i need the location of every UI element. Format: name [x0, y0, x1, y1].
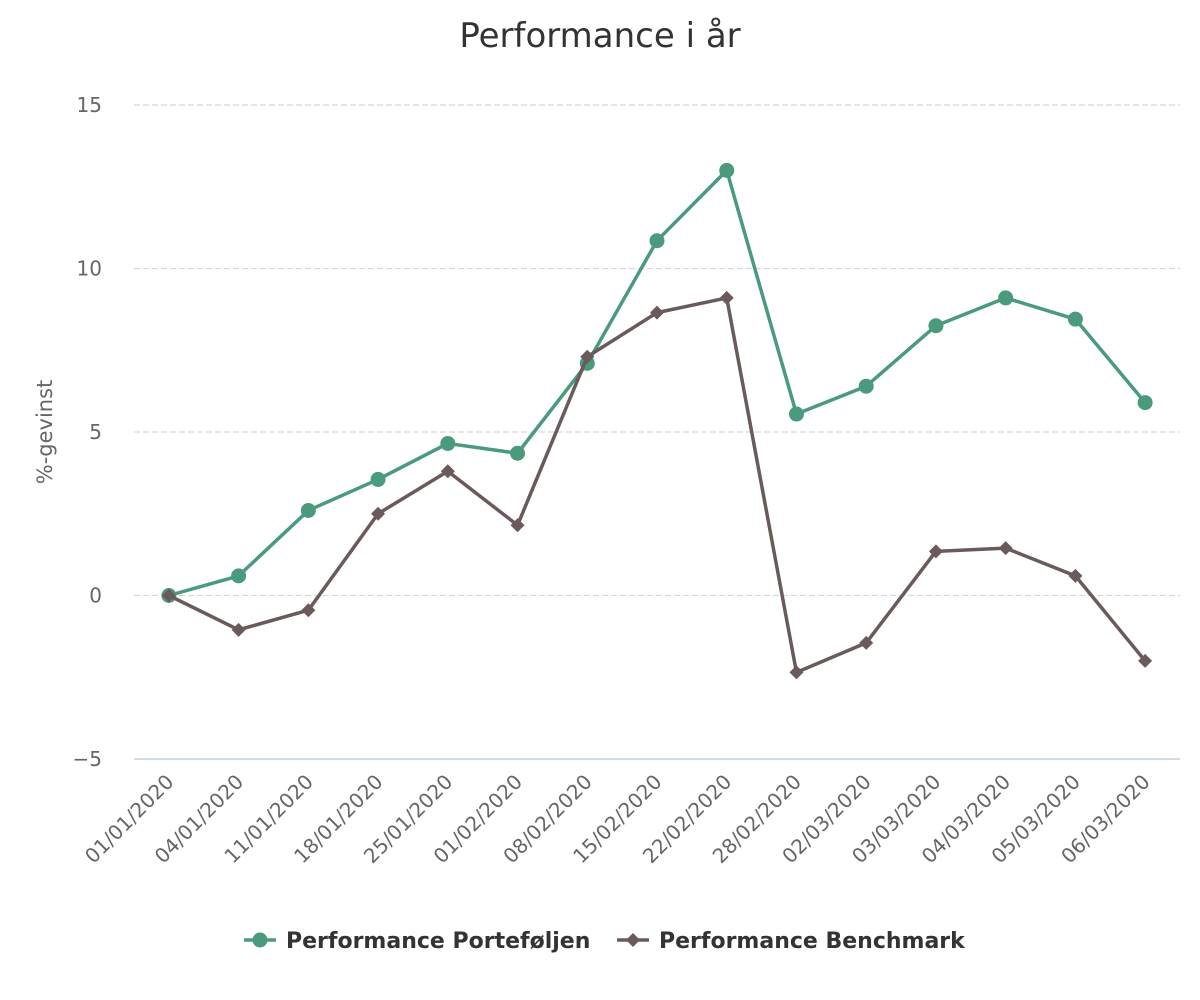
y-tick-label: −5	[73, 747, 102, 771]
legend-label: Performance Porteføljen	[286, 929, 590, 954]
series-portfolio	[161, 162, 1153, 603]
x-axis-ticks: 01/01/202004/01/202011/01/202018/01/2020…	[80, 770, 1155, 868]
data-point[interactable]	[649, 233, 665, 249]
y-tick-label: 5	[89, 420, 102, 444]
chart-title: Performance i år	[459, 16, 740, 56]
data-point[interactable]	[719, 162, 735, 178]
gridlines	[134, 104, 1180, 597]
data-point[interactable]	[1067, 311, 1083, 327]
data-point[interactable]	[371, 506, 386, 521]
data-point[interactable]	[650, 305, 664, 320]
legend[interactable]: Performance Porteføljen Performance Bench…	[244, 929, 966, 954]
series-group	[161, 162, 1153, 680]
data-point[interactable]	[1137, 395, 1153, 411]
legend-marker[interactable]	[626, 933, 640, 947]
series-line[interactable]	[167, 296, 1147, 675]
y-axis-ticks: 15 10 5 0 −5	[73, 93, 102, 771]
data-point[interactable]	[1068, 568, 1083, 583]
data-point[interactable]	[440, 464, 455, 479]
data-point[interactable]	[859, 635, 874, 650]
data-point[interactable]	[928, 544, 943, 559]
data-point[interactable]	[510, 445, 526, 461]
data-point[interactable]	[370, 471, 386, 487]
legend-item-benchmark[interactable]: Performance Benchmark	[617, 929, 966, 954]
data-point[interactable]	[1138, 653, 1153, 668]
y-tick-label: 15	[77, 93, 102, 117]
y-tick-label: 0	[89, 584, 102, 608]
data-point[interactable]	[161, 588, 176, 603]
legend-label: Performance Benchmark	[659, 929, 966, 954]
data-point[interactable]	[301, 603, 316, 618]
data-point[interactable]	[580, 349, 595, 364]
legend-item-portfolio[interactable]: Performance Porteføljen	[244, 929, 590, 954]
data-point[interactable]	[300, 502, 316, 518]
data-point[interactable]	[789, 665, 804, 680]
data-point[interactable]	[231, 568, 247, 584]
data-point[interactable]	[788, 406, 804, 422]
y-tick-label: 10	[77, 257, 102, 281]
data-point[interactable]	[858, 378, 874, 394]
data-point[interactable]	[719, 290, 734, 305]
data-point[interactable]	[440, 435, 456, 451]
data-point[interactable]	[928, 318, 944, 334]
y-axis-label: %-gevinst	[33, 380, 57, 485]
data-point[interactable]	[510, 518, 525, 533]
series-benchmark	[161, 290, 1153, 680]
data-point[interactable]	[998, 290, 1014, 306]
data-point[interactable]	[998, 541, 1013, 556]
data-point[interactable]	[231, 622, 246, 637]
legend-marker[interactable]	[252, 932, 268, 948]
